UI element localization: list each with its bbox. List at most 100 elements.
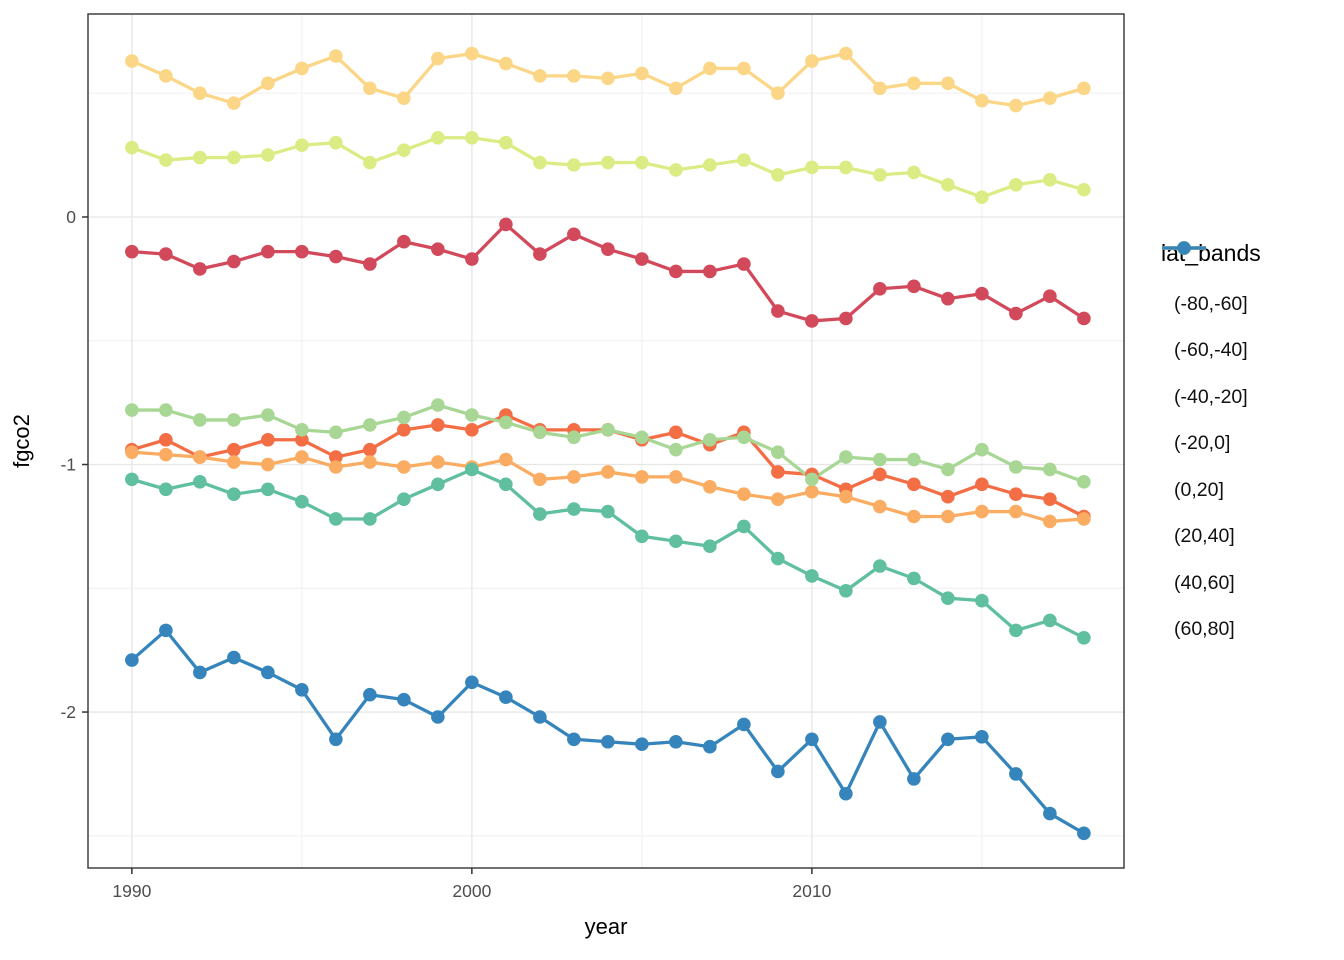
data-point-(0,20] (771, 168, 785, 182)
data-point-(0,20] (567, 158, 581, 172)
legend-entry: (-40,-20] (1161, 241, 1261, 421)
data-point-(20,40] (261, 408, 275, 422)
data-point-(40,60] (1077, 630, 1091, 645)
data-point-(20,40] (635, 430, 649, 445)
data-point-(20,40] (975, 442, 989, 457)
data-point-(40,60] (397, 492, 411, 506)
data-point-(-80,-60] (1009, 306, 1023, 321)
x-tick-label: 2000 (452, 881, 491, 901)
data-point-(-20,0] (159, 69, 173, 83)
legend-entry-label: (0,20] (1174, 478, 1224, 501)
data-point-(20,40] (873, 452, 887, 467)
legend-entry-label: (-60,-40] (1174, 339, 1248, 362)
data-point-(60,80] (329, 732, 343, 747)
data-point-(20,40] (465, 408, 479, 422)
data-point-(-40,-20] (159, 447, 173, 462)
data-point-(-60,-40] (363, 442, 377, 457)
legend-entry-label: (-40,-20] (1174, 385, 1248, 408)
data-point-(0,20] (431, 130, 445, 145)
data-point-(20,40] (805, 472, 819, 487)
data-point-(-40,-20] (295, 450, 309, 464)
y-tick-label: -2 (60, 702, 76, 722)
data-point-(-20,0] (261, 76, 275, 91)
data-point-(-20,0] (1043, 91, 1057, 105)
data-point-(0,20] (737, 153, 751, 167)
data-point-(-80,-60] (567, 227, 581, 242)
data-point-(-60,-40] (159, 432, 173, 447)
data-point-(20,40] (431, 398, 445, 412)
data-point-(40,60] (601, 504, 615, 519)
legend-entry: (60,80] (1161, 241, 1261, 654)
data-point-(-80,-60] (227, 254, 241, 269)
data-point-(20,40] (499, 415, 513, 430)
data-point-(-40,-20] (363, 455, 377, 469)
data-point-(0,20] (499, 135, 513, 150)
data-point-(-80,-60] (839, 311, 853, 326)
data-point-(-40,-20] (805, 484, 819, 499)
data-point-(60,80] (601, 734, 615, 749)
data-point-(20,40] (601, 423, 615, 437)
data-point-(0,20] (975, 190, 989, 204)
data-point-(0,20] (397, 143, 411, 157)
data-point-(40,60] (431, 477, 445, 492)
data-point-(-80,-60] (669, 264, 683, 279)
data-point-(-80,-60] (465, 252, 479, 266)
data-point-(40,60] (941, 591, 955, 605)
data-point-(-80,-60] (363, 257, 377, 271)
x-axis-title: year (584, 914, 628, 939)
legend-entry-label: (40,60] (1174, 571, 1235, 594)
data-point-(40,60] (295, 494, 309, 509)
data-point-(0,20] (227, 150, 241, 165)
legend-key-icon (1162, 241, 1206, 255)
data-point-(0,20] (159, 153, 173, 167)
data-point-(-40,-20] (125, 445, 139, 459)
data-point-(-20,0] (805, 54, 819, 68)
data-point-(-80,-60] (431, 242, 445, 256)
data-point-(-40,-20] (261, 457, 275, 472)
data-point-(-80,-60] (941, 291, 955, 306)
legend: lat_bands (-80,-60] (-60,-40] (-40,-20] (-2… (1161, 240, 1261, 653)
data-point-(0,20] (839, 160, 853, 175)
data-point-(-80,-60] (329, 249, 343, 264)
data-point-(0,20] (669, 163, 683, 177)
data-point-(-40,-20] (907, 509, 921, 524)
data-point-(60,80] (397, 692, 411, 707)
data-point-(-20,0] (1009, 98, 1023, 113)
data-point-(-80,-60] (771, 304, 785, 318)
legend-entry: (20,40] (1161, 241, 1261, 561)
data-point-(20,40] (193, 413, 207, 427)
data-point-(-60,-40] (1043, 492, 1057, 506)
data-point-(-20,0] (1077, 81, 1091, 96)
data-point-(-80,-60] (397, 234, 411, 249)
data-point-(-20,0] (499, 56, 513, 71)
data-point-(20,40] (771, 445, 785, 459)
data-point-(-40,-20] (669, 470, 683, 484)
data-point-(60,80] (295, 682, 309, 697)
data-point-(0,20] (1077, 182, 1091, 197)
data-point-(60,80] (261, 665, 275, 680)
data-point-(20,40] (1043, 462, 1057, 477)
legend-entry: (0,20] (1161, 241, 1261, 514)
data-point-(20,40] (567, 430, 581, 445)
legend-entry: (-20,0] (1161, 241, 1261, 468)
data-point-(-80,-60] (975, 286, 989, 301)
data-point-(40,60] (703, 539, 717, 554)
data-point-(40,60] (159, 482, 173, 497)
data-point-(40,60] (975, 593, 989, 608)
data-point-(0,20] (1043, 173, 1057, 187)
data-point-(-40,-20] (1043, 514, 1057, 529)
data-point-(20,40] (295, 423, 309, 437)
data-point-(0,20] (329, 135, 343, 150)
data-point-(-20,0] (941, 76, 955, 91)
data-point-(0,20] (703, 158, 717, 172)
data-point-(20,40] (669, 442, 683, 457)
data-point-(-40,-20] (227, 455, 241, 469)
data-point-(20,40] (363, 418, 377, 432)
data-point-(20,40] (839, 450, 853, 464)
data-point-(60,80] (941, 732, 955, 747)
data-point-(20,40] (125, 403, 139, 417)
data-point-(-20,0] (431, 51, 445, 66)
data-point-(60,80] (499, 690, 513, 704)
x-tick-label: 1990 (112, 881, 151, 901)
data-point-(60,80] (907, 772, 921, 786)
